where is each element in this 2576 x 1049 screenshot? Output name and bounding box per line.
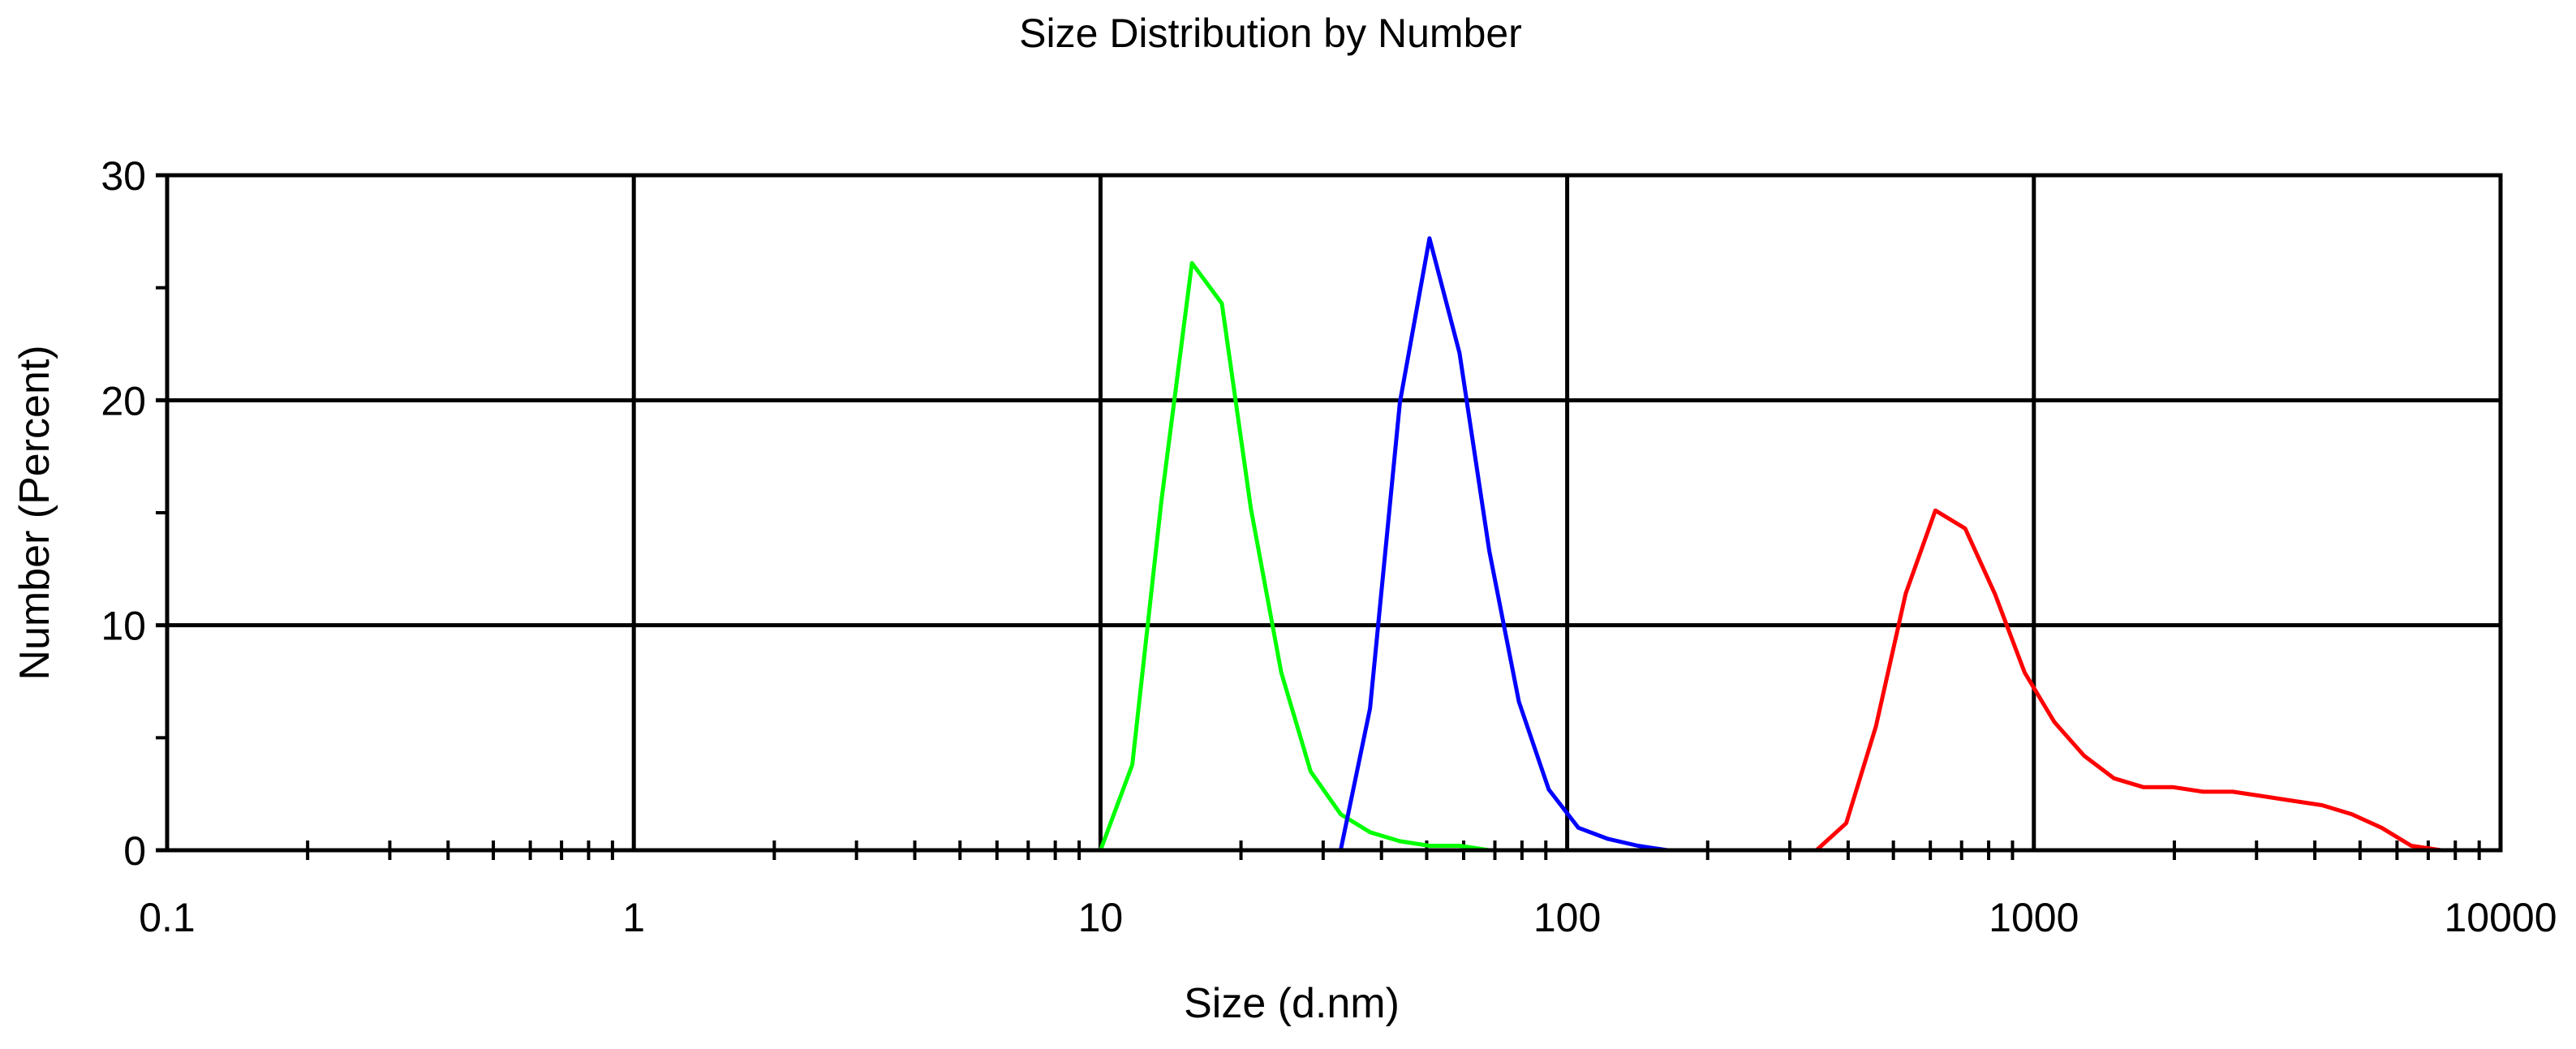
chart-title: Size Distribution by Number xyxy=(1019,11,1522,56)
y-axis-label: Number (Percent) xyxy=(11,345,58,680)
label-layer: 0.1 1 10 100 1000 10000 0 10 20 30 xyxy=(101,153,2557,940)
plot-frame xyxy=(165,173,2503,853)
y-tick-label: 30 xyxy=(101,153,146,199)
x-tick-label: 10000 xyxy=(2444,895,2557,940)
series-line-1 xyxy=(448,260,2501,853)
x-tick-label: 1000 xyxy=(1989,895,2079,940)
y-tick-label: 10 xyxy=(101,604,146,649)
x-tick-label: 10 xyxy=(1078,895,1124,940)
y-tick-label: 0 xyxy=(123,828,146,874)
series-line-2 xyxy=(448,236,2501,853)
series-line-3 xyxy=(1100,508,2501,853)
x-tick-label: 1 xyxy=(622,895,645,940)
grid-layer xyxy=(165,173,2503,853)
series-layer xyxy=(448,236,2501,853)
x-tick-label: 0.1 xyxy=(139,895,196,940)
y-tick-label: 20 xyxy=(101,378,146,423)
x-axis-label: Size (d.nm) xyxy=(1184,980,1400,1027)
minor-tick-layer xyxy=(156,173,2481,860)
x-tick-label: 100 xyxy=(1533,895,1601,940)
